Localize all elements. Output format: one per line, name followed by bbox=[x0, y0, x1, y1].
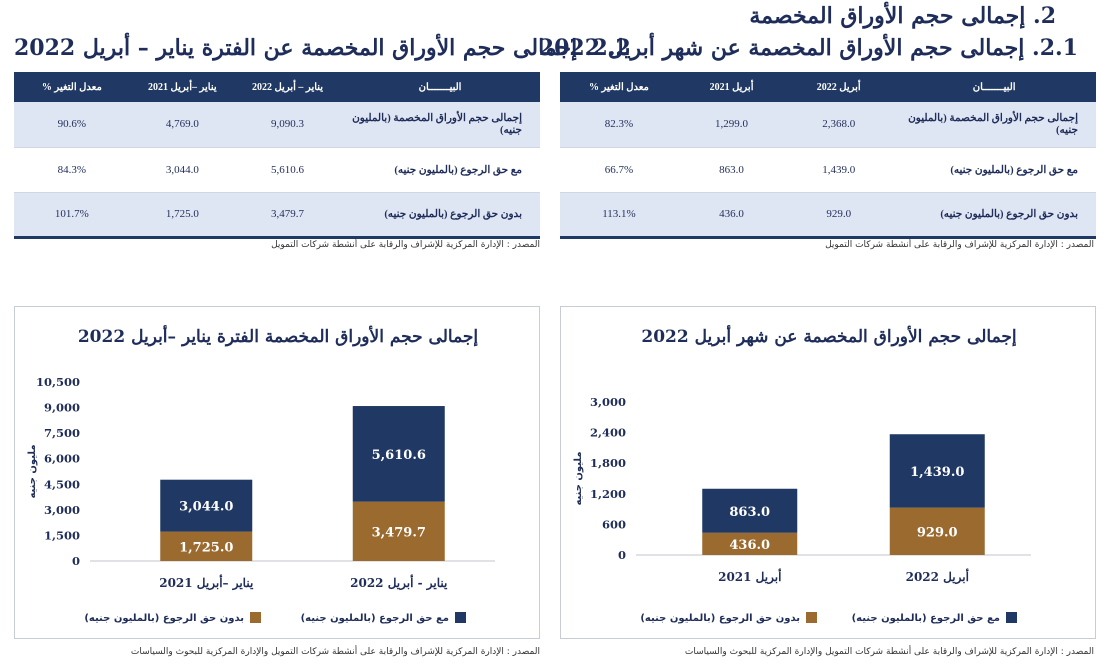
y-tick-label: 7,500 bbox=[44, 426, 80, 440]
legend-swatch bbox=[250, 612, 261, 623]
bar-segment bbox=[889, 507, 985, 555]
y-tick-label: 9,000 bbox=[44, 401, 80, 415]
y-tick-label: 4,500 bbox=[44, 477, 80, 491]
table-jan-april: البيـــــــان يناير – أبريل 2022 يناير –… bbox=[14, 72, 540, 239]
table-cell: 84.3% bbox=[14, 147, 130, 193]
table-cell: 1,725.0 bbox=[129, 192, 235, 238]
table-header-cell: أبريل 2021 bbox=[677, 72, 786, 102]
table-header-cell: البيـــــــان bbox=[340, 72, 540, 102]
y-tick-label: 3,000 bbox=[590, 395, 626, 409]
y-tick-label: 3,000 bbox=[44, 503, 80, 517]
table-row: مع حق الرجوع (بالمليون جنيه) 1,439.0 863… bbox=[560, 147, 1096, 193]
chart-jan-april: إجمالى حجم الأوراق المخصمة الفترة يناير … bbox=[27, 324, 495, 624]
section-right-title: 2.1. إجمالى حجم الأوراق المخصمة عن شهر أ… bbox=[538, 35, 1078, 61]
table-cell-label: بدون حق الرجوع (بالمليون جنيه) bbox=[340, 192, 540, 238]
table-header-row: البيـــــــان أبريل 2022 أبريل 2021 معدل… bbox=[560, 72, 1096, 102]
legend-swatch bbox=[1006, 612, 1017, 623]
table-cell: 863.0 bbox=[677, 147, 786, 193]
table-cell: 436.0 bbox=[677, 192, 786, 238]
table-row: بدون حق الرجوع (بالمليون جنيه) 3,479.7 1… bbox=[14, 192, 540, 238]
bar-data-label: 3,479.7 bbox=[372, 525, 426, 540]
bar-data-label: 863.0 bbox=[729, 505, 770, 520]
y-tick-label: 10,500 bbox=[36, 375, 80, 389]
legend-swatch bbox=[455, 612, 466, 623]
legend-label: مع حق الرجوع (بالمليون جنيه) bbox=[301, 613, 449, 624]
chart-jan-april-box: إجمالى حجم الأوراق المخصمة الفترة يناير … bbox=[14, 306, 540, 639]
table-cell: 9,090.3 bbox=[234, 102, 341, 148]
bar-segment bbox=[352, 501, 445, 561]
table-header-cell: معدل التغير % bbox=[14, 72, 130, 102]
table-header-cell: يناير –أبريل 2021 bbox=[129, 72, 235, 102]
table-row: إجمالى حجم الأوراق المخصمة (بالمليون جني… bbox=[14, 102, 540, 148]
y-tick-label: 1,200 bbox=[590, 487, 626, 501]
chart-april: إجمالى حجم الأوراق المخصمة عن شهر أبريل … bbox=[573, 324, 1031, 624]
table-cell-label: بدون حق الرجوع (بالمليون جنيه) bbox=[892, 192, 1096, 238]
y-tick-label: 1,800 bbox=[590, 456, 626, 470]
table-cell-label: إجمالى حجم الأوراق المخصمة (بالمليون جني… bbox=[340, 102, 540, 148]
x-tick-label: أبريل 2021 bbox=[718, 569, 781, 585]
chart-title: إجمالى حجم الأوراق المخصمة الفترة يناير … bbox=[78, 324, 479, 347]
bar-data-label: 1,439.0 bbox=[910, 465, 964, 480]
section-left-title: 2.2. إجمالى حجم الأوراق المخصمة عن الفتر… bbox=[14, 35, 631, 61]
table-row: بدون حق الرجوع (بالمليون جنيه) 929.0 436… bbox=[560, 192, 1096, 238]
bar-data-label: 929.0 bbox=[917, 525, 958, 540]
table-cell: 5,610.6 bbox=[234, 147, 341, 193]
bar-segment bbox=[702, 488, 798, 533]
table-cell-label: مع حق الرجوع (بالمليون جنيه) bbox=[340, 147, 540, 193]
y-tick-label: 0 bbox=[72, 554, 80, 568]
legend-label: بدون حق الرجوع (بالمليون جنيه) bbox=[84, 613, 244, 624]
bar-segment bbox=[702, 532, 798, 555]
bar-segment bbox=[352, 406, 445, 502]
table-header-cell: معدل التغير % bbox=[560, 72, 678, 102]
table-cell: 90.6% bbox=[14, 102, 130, 148]
y-tick-label: 2,400 bbox=[590, 426, 626, 440]
table-cell: 929.0 bbox=[785, 192, 893, 238]
y-axis-label: مليون جنيه bbox=[27, 444, 38, 498]
table-row: إجمالى حجم الأوراق المخصمة (بالمليون جني… bbox=[560, 102, 1096, 148]
source-note-right: المصدر : الإدارة المركزية للإشراف والرقا… bbox=[825, 240, 1094, 250]
bar-segment bbox=[889, 434, 985, 508]
table-cell: 1,439.0 bbox=[785, 147, 893, 193]
table-cell: 66.7% bbox=[560, 147, 678, 193]
bar-data-label: 1,725.0 bbox=[179, 540, 233, 555]
table-header-cell: أبريل 2022 bbox=[785, 72, 893, 102]
chart-source-right: المصدر : الإدارة المركزية للإشراف والرقا… bbox=[684, 647, 1094, 657]
table-header-row: البيـــــــان يناير – أبريل 2022 يناير –… bbox=[14, 72, 540, 102]
table-cell: 3,479.7 bbox=[234, 192, 341, 238]
bar-data-label: 5,610.6 bbox=[372, 448, 426, 463]
x-tick-label: يناير –أبريل 2021 bbox=[159, 575, 254, 591]
table-header-cell: البيـــــــان bbox=[892, 72, 1096, 102]
y-tick-label: 6,000 bbox=[44, 452, 80, 466]
table-cell: 2,368.0 bbox=[785, 102, 893, 148]
table-cell: 1,299.0 bbox=[677, 102, 786, 148]
y-tick-label: 0 bbox=[618, 548, 626, 562]
main-heading: 2. إجمالى حجم الأوراق المخصمة bbox=[749, 3, 1056, 29]
bar-data-label: 3,044.0 bbox=[179, 500, 233, 515]
chart-source-left: المصدر : الإدارة المركزية للإشراف والرقا… bbox=[130, 647, 540, 657]
table-april: البيـــــــان أبريل 2022 أبريل 2021 معدل… bbox=[560, 72, 1096, 239]
bar-data-label: 436.0 bbox=[729, 538, 770, 553]
y-tick-label: 600 bbox=[602, 517, 626, 531]
y-tick-label: 1,500 bbox=[44, 528, 80, 542]
table-header-cell: يناير – أبريل 2022 bbox=[234, 72, 341, 102]
legend-label: مع حق الرجوع (بالمليون جنيه) bbox=[852, 613, 1000, 624]
bar-segment bbox=[160, 531, 253, 561]
y-axis-label: مليون جنيه bbox=[573, 451, 584, 505]
table-cell: 3,044.0 bbox=[129, 147, 235, 193]
table-cell-label: مع حق الرجوع (بالمليون جنيه) bbox=[892, 147, 1096, 193]
chart-title: إجمالى حجم الأوراق المخصمة عن شهر أبريل … bbox=[641, 324, 1017, 347]
table-cell: 113.1% bbox=[560, 192, 678, 238]
x-tick-label: يناير - أبريل 2022 bbox=[350, 575, 448, 591]
x-tick-label: أبريل 2022 bbox=[906, 569, 969, 585]
table-cell: 4,769.0 bbox=[129, 102, 235, 148]
table-cell: 101.7% bbox=[14, 192, 130, 238]
bar-segment bbox=[160, 479, 253, 532]
source-note-left: المصدر : الإدارة المركزية للإشراف والرقا… bbox=[271, 240, 540, 250]
table-row: مع حق الرجوع (بالمليون جنيه) 5,610.6 3,0… bbox=[14, 147, 540, 193]
table-cell: 82.3% bbox=[560, 102, 678, 148]
legend-swatch bbox=[806, 612, 817, 623]
chart-april-box: إجمالى حجم الأوراق المخصمة عن شهر أبريل … bbox=[560, 306, 1096, 639]
table-cell-label: إجمالى حجم الأوراق المخصمة (بالمليون جني… bbox=[892, 102, 1096, 148]
legend-label: بدون حق الرجوع (بالمليون جنيه) bbox=[640, 613, 800, 624]
